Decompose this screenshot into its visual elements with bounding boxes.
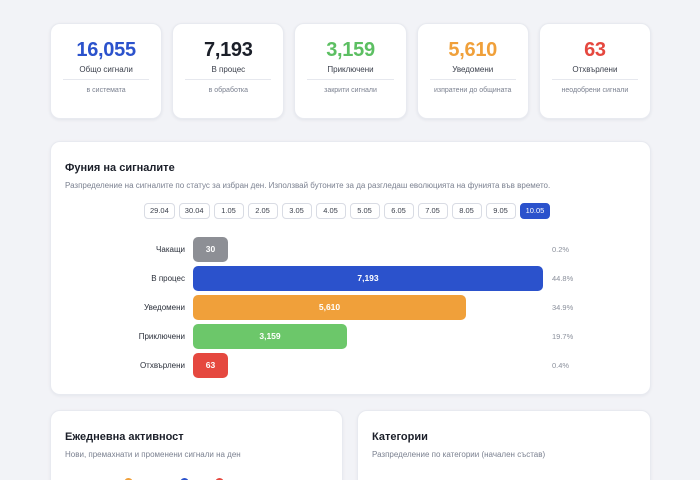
funnel-row: В процес 7,193 44.8% [51,266,652,291]
stat-divider [63,79,150,80]
funnel-row: Чакащи 30 0.2% [51,237,652,262]
funnel-row-label: Чакащи [156,245,185,254]
stat-divider [185,79,272,80]
date-selector: 29.04 30.04 1.05 2.05 3.05 4.05 5.05 6.05 7.05 8.… [144,203,551,219]
date-button[interactable]: 5.05 [349,203,380,219]
stat-value: 5,610 [448,39,497,61]
funnel-card: Фуния на сигналите Разпределение на сигн… [50,141,651,395]
stat-subtitle: в системата [86,87,126,94]
funnel-bar[interactable]: 7,193 [193,266,543,291]
stat-divider [307,79,394,80]
funnel-description: Разпределение на сигналите по статус за … [65,181,551,190]
funnel-bar[interactable]: 63 [193,353,228,378]
categories-title: Категории [372,431,428,443]
stat-divider [551,79,639,80]
activity-title: Ежедневна активност [65,431,184,443]
stats-row: 16,055 Общо сигнали в системата 7,193 В проц… [50,23,652,119]
date-button[interactable]: 1.05 [213,203,244,219]
stat-label: Отхвърлени [572,65,618,74]
funnel-row-label: В процес [151,274,185,283]
funnel-bar[interactable]: 3,159 [193,324,347,349]
funnel-row: Уведомени 5,610 34.9% [51,295,652,320]
stat-value: 63 [584,39,606,61]
date-button[interactable]: 3.05 [281,203,312,219]
stat-card: 16,055 Общо сигнали в системата [50,23,163,119]
stat-subtitle: закрити сигнали [324,87,377,94]
funnel-row-label: Уведомени [143,303,185,312]
funnel-row: Отхвърлени 63 0.4% [51,353,652,378]
legend-dot-icon [180,478,189,480]
stat-label: В процес [211,65,246,74]
stat-value: 3,159 [326,39,375,61]
funnel-bar[interactable]: 5,610 [193,295,466,320]
stat-value: 16,055 [76,39,136,61]
stat-subtitle: изпратени до общината [434,87,512,94]
date-button[interactable]: 4.05 [315,203,346,219]
date-button[interactable]: 10.05 [519,203,551,219]
stat-label: Уведомени [452,65,494,74]
stat-divider [429,79,516,80]
legend-dot-icon [215,478,224,480]
activity-card: Ежедневна активност Нови, премахнати и п… [50,410,343,480]
funnel-row-percent: 0.4% [552,361,570,370]
date-button[interactable]: 29.04 [144,203,175,219]
stat-card: 3,159 Приключени закрити сигнали [294,23,407,119]
funnel-row-percent: 0.2% [552,245,570,254]
stat-label: Общо сигнали [79,65,133,74]
funnel-bar[interactable]: 30 [193,237,228,262]
categories-card: Категории Разпределение по категории (на… [357,410,651,480]
date-button[interactable]: 6.05 [383,203,414,219]
stat-subtitle: в обработка [208,87,249,94]
categories-description: Разпределение по категории (начален съст… [372,450,546,459]
stat-card: 7,193 В процес в обработка [172,23,285,119]
legend-dot-icon [124,478,133,480]
activity-description: Нови, премахнати и променени сигнали на … [65,450,241,459]
stat-label: Приключени [327,65,374,74]
funnel-row-label: Приключени [138,332,185,341]
stat-value: 7,193 [204,39,253,61]
date-button[interactable]: 2.05 [247,203,278,219]
funnel-row-percent: 44.8% [552,274,574,283]
date-button[interactable]: 8.05 [451,203,482,219]
funnel-row: Приключени 3,159 19.7% [51,324,652,349]
stat-card: 63 Отхвърлени неодобрени сигнали [538,23,652,119]
date-button[interactable]: 9.05 [485,203,516,219]
stat-card: 5,610 Уведомени изпратени до общината [416,23,529,119]
stat-subtitle: неодобрени сигнали [561,87,629,94]
funnel-row-percent: 34.9% [552,303,574,312]
funnel-row-percent: 19.7% [552,332,574,341]
date-button[interactable]: 7.05 [417,203,448,219]
funnel-row-label: Отхвърлени [139,361,185,370]
funnel-title: Фуния на сигналите [65,162,175,174]
date-button[interactable]: 30.04 [178,203,210,219]
